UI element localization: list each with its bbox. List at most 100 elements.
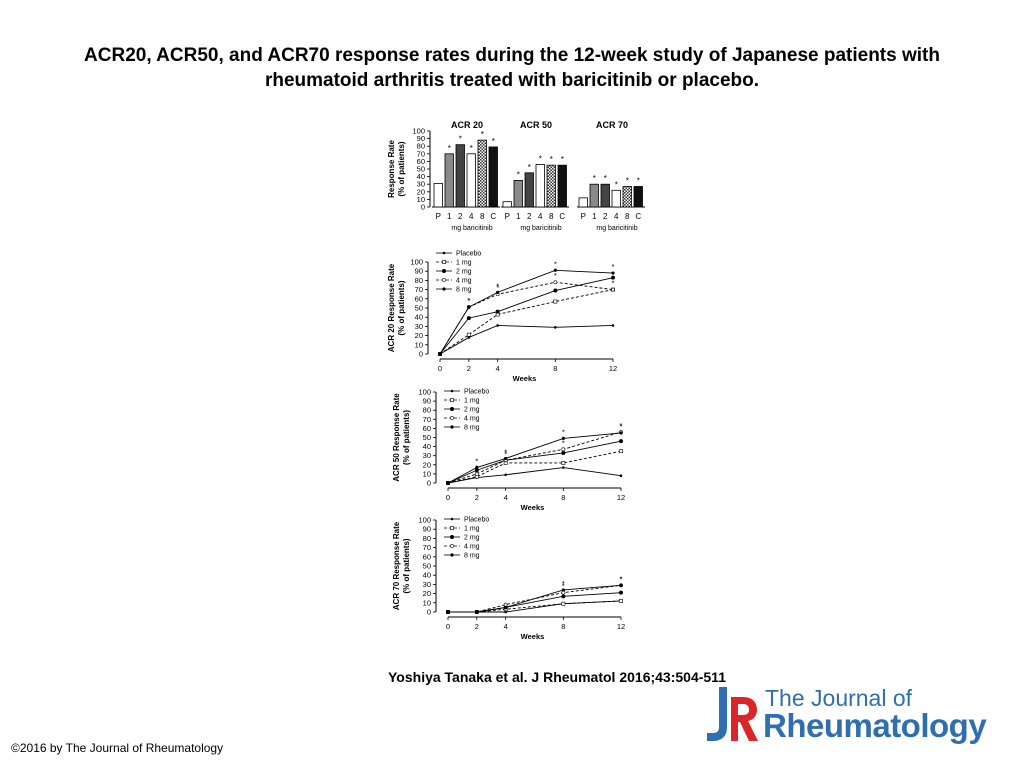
acr20-point [611, 287, 615, 292]
acr70-y-label-line: ACR 70 Response Rate [392, 521, 401, 610]
bar-panel-0: ACR 20 P * 1 * 2 * 4 * 8 * Cmg baricitinib [432, 120, 500, 232]
acr50-point [504, 456, 508, 461]
acr70-point [619, 599, 623, 603]
acr50-point [446, 481, 450, 485]
acr70-y-tick-label: 50 [423, 562, 431, 571]
acr50-point [619, 431, 623, 435]
acr20-x-tick-label: 0 [438, 364, 442, 373]
acr50-point [561, 461, 566, 465]
acr70-y-tick-label: 0 [427, 608, 431, 617]
acr50-point [561, 447, 566, 452]
acr70-legend-label: 2 mg [464, 535, 480, 542]
acr70-significance-marker: * [562, 582, 565, 591]
acr50-significance-marker: * [620, 421, 623, 430]
citation: Yoshiya Tanaka et al. J Rheumatol 2016;4… [388, 669, 726, 685]
acr20-y-tick-label: 90 [415, 267, 423, 276]
significance-marker: * [481, 130, 484, 139]
acr20-y-label-line: (% of patients) [397, 280, 406, 335]
jr-logo-icon [707, 687, 758, 741]
acr50-point [474, 471, 479, 476]
bar-x-label: mg baricitinib [596, 225, 637, 232]
acr70-significance-marker: * [620, 574, 623, 583]
bar-y-tick-label: 90 [417, 134, 425, 143]
acr70-series-4: ** [446, 574, 623, 614]
acr20-y-label-line: ACR 20 Response Rate [387, 263, 396, 352]
acr20-series-1 [438, 287, 615, 356]
acr70-y-tick-label: 60 [423, 552, 431, 561]
acr20-point [553, 299, 558, 304]
acr50-legend-label: 8 mg [464, 425, 480, 432]
acr70-legend-marker [450, 553, 454, 557]
acr50-legend-marker [450, 416, 454, 420]
bar [433, 183, 443, 208]
acr20-point [496, 324, 499, 327]
acr20-legend-marker [442, 287, 446, 291]
bar-category-label: 2 [603, 212, 608, 221]
acr20-y-label: ACR 20 Response Rate (% of patients) [387, 263, 406, 352]
significance-marker: * [470, 144, 473, 153]
bar-category-label: 8 [625, 212, 630, 221]
acr50-significance-marker: * [620, 422, 623, 431]
acr70-x-tick-label: 4 [504, 622, 508, 631]
acr70-y-label: ACR 70 Response Rate (% of patients) [392, 521, 411, 610]
acr70-legend-label: 1 mg [464, 526, 480, 533]
acr50-x-tick-label: 8 [561, 493, 565, 502]
acr70-y-tick-label: 40 [423, 571, 431, 580]
bar [524, 172, 534, 208]
bar-y-tick-label: 80 [417, 142, 425, 151]
acr20-significance-marker: * [496, 283, 499, 292]
acr20-significance-marker: * [612, 279, 615, 288]
acr20-y-tick-label: 60 [415, 294, 423, 303]
bar [557, 164, 567, 208]
acr20-y-tick-label: 20 [415, 331, 423, 340]
acr70-y-tick-label: 100 [418, 516, 431, 525]
bar-y-label-line: Response Rate [387, 140, 396, 198]
acr70-y-tick-label: 90 [423, 525, 431, 534]
bar-y-tick-label: 60 [417, 157, 425, 166]
acr50-x-tick-label: 4 [504, 493, 508, 502]
acr70-series-line [448, 600, 622, 613]
acr20-point [496, 290, 500, 294]
acr50-y-tick-label: 40 [423, 442, 431, 451]
acr70-point [561, 590, 566, 595]
bar-y-label: Response Rate (% of patients) [387, 140, 406, 198]
bar-category-label: 1 [516, 212, 521, 221]
bar-category-label: 2 [458, 212, 463, 221]
acr50-significance-marker: * [475, 457, 478, 466]
acr20-significance-marker: * [467, 296, 470, 305]
significance-marker: * [637, 176, 640, 185]
acr50-significance-marker: * [562, 438, 565, 447]
acr20-x-label: Weeks [513, 374, 537, 383]
acr50-legend-marker [450, 425, 454, 429]
acr20-y-tick-label: 0 [419, 350, 423, 359]
bar [600, 183, 610, 208]
acr20-x-tick-label: 2 [467, 364, 471, 373]
acr20-significance-marker: * [467, 296, 470, 305]
acr20-x-tick-label: 4 [496, 364, 500, 373]
bar [488, 146, 498, 208]
acr50-y-tick-label: 50 [423, 433, 431, 442]
acr70-y-tick-label: 20 [423, 589, 431, 598]
acr20-series-2 [437, 275, 615, 356]
bar-y-tick-label: 30 [417, 180, 425, 189]
acr20-y-tick-label: 30 [415, 322, 423, 331]
acr20-significance-marker: * [554, 271, 557, 280]
logo-line2: Rheumatology [763, 707, 987, 744]
acr50-series-line [447, 431, 622, 484]
bar-x-label: mg baricitinib [451, 225, 492, 232]
bar-y-tick-label: 100 [412, 127, 425, 136]
bar [513, 179, 523, 208]
acr20-point [611, 271, 615, 275]
significance-marker: * [539, 154, 542, 163]
bar [578, 197, 588, 208]
acr50-legend-label: Placebo [464, 389, 489, 396]
acr70-legend-label: 4 mg [464, 544, 480, 551]
acr50-y-tick-label: 20 [423, 460, 431, 469]
acr50-series-line [447, 440, 622, 484]
bar [502, 201, 512, 208]
acr70-significance-marker: * [620, 574, 623, 583]
bar-x-label: mg baricitinib [520, 225, 561, 232]
acr20-point [553, 288, 558, 293]
acr20-legend-label: Placebo [456, 251, 481, 258]
